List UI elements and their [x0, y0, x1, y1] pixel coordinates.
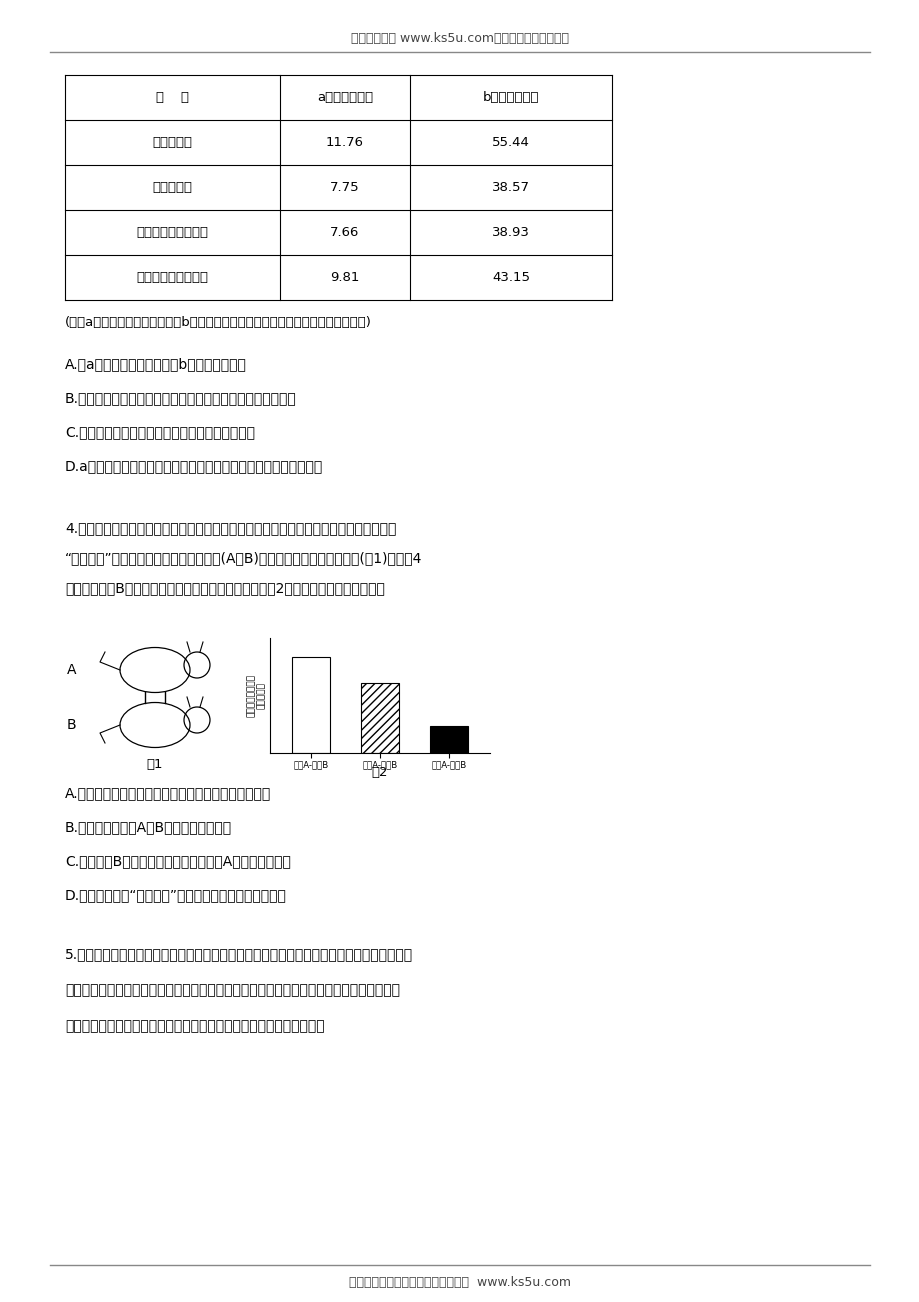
Text: 7.75: 7.75: [330, 181, 359, 194]
Text: B.实验需检测小鼠A和B是否实现血液共享: B.实验需检测小鼠A和B是否实现血液共享: [65, 820, 232, 835]
Text: B.线粒体内、外两层生物膜上均含有多种与有氧呼吸相关的酶: B.线粒体内、外两层生物膜上均含有多种与有氧呼吸相关的酶: [65, 391, 297, 405]
Text: A.应选择两只免疫排斥小或无的小鼠进行异种共生实验: A.应选择两只免疫排斥小或无的小鼠进行异种共生实验: [65, 786, 271, 799]
Bar: [360, 682, 399, 753]
Text: 43.15: 43.15: [492, 271, 529, 284]
Y-axis label: 腹肌卫星细胞数量
（相对值）: 腹肌卫星细胞数量 （相对值）: [246, 674, 266, 717]
Text: 图2: 图2: [371, 767, 388, 780]
Text: A: A: [67, 663, 76, 677]
Text: b酶活性相对值: b酶活性相对值: [482, 91, 539, 104]
Text: 组    别: 组 别: [156, 91, 188, 104]
Text: 5.黄芩苷是从黄芩的干燥根中提取的一种黄酮类化合物，研究表明黄芩苷具有抗肿瘤的作用。: 5.黄芩苷是从黄芩的干燥根中提取的一种黄酮类化合物，研究表明黄芩苷具有抗肿瘤的作…: [65, 947, 413, 961]
Text: 周后取出小鼠B的腹肌，比较卫星细胞的数目，结果如图2所示。下列叙述不正确的是: 周后取出小鼠B的腹肌，比较卫星细胞的数目，结果如图2所示。下列叙述不正确的是: [65, 581, 384, 595]
Text: 55.44: 55.44: [492, 135, 529, 148]
Text: 欢迎广大教师踊跃来稿，稿酬丰厚。  www.ks5u.com: 欢迎广大教师踊跃来稿，稿酬丰厚。 www.ks5u.com: [348, 1276, 571, 1289]
Text: 高考资源网（ www.ks5u.com），您身边的高考专家: 高考资源网（ www.ks5u.com），您身边的高考专家: [351, 31, 568, 44]
Text: 党参提取物中剂量组: 党参提取物中剂量组: [136, 271, 209, 284]
Text: “异种共生”实验手段可制成并体结合小鼠(A、B)，两只小鼠可共享血液循环(图1)，手术4: “异种共生”实验手段可制成并体结合小鼠(A、B)，两只小鼠可共享血液循环(图1)…: [65, 551, 422, 565]
Text: (注：a酶存在于线粒体基质中，b酶存在于线粒体内膜上，二者均与细胞呼吸相关。): (注：a酶存在于线粒体基质中，b酶存在于线粒体内膜上，二者均与细胞呼吸相关。): [65, 315, 371, 328]
Text: a酶活性相对值: a酶活性相对值: [316, 91, 373, 104]
Text: D.a酶能直接降低葡萄糖氧化分解所需活化能，从而使反应速率加快: D.a酶能直接降低葡萄糖氧化分解所需活化能，从而使反应速率加快: [65, 460, 323, 473]
Text: A.与a酶相比，党参提取物对b酶的作用更显著: A.与a酶相比，党参提取物对b酶的作用更显著: [65, 357, 246, 371]
Text: B: B: [67, 717, 76, 732]
Bar: [429, 725, 467, 753]
Text: D.推测可以利用“异种共生”实验手段研究某种激素的作用: D.推测可以利用“异种共生”实验手段研究某种激素的作用: [65, 888, 287, 902]
Text: 正常小鼠组: 正常小鼠组: [153, 135, 192, 148]
Text: 11.76: 11.76: [325, 135, 364, 148]
Text: C.推测年老B鼠血液中的物质可调控年轻A鼠卫星细胞分裂: C.推测年老B鼠血液中的物质可调控年轻A鼠卫星细胞分裂: [65, 854, 290, 868]
Text: 某研究小组为研究黄芩苷对胃癌细胞增殖的影响，用不同浓度的黄芩苷分别处理胃癌细胞不: 某研究小组为研究黄芩苷对胃癌细胞增殖的影响，用不同浓度的黄芩苷分别处理胃癌细胞不: [65, 983, 400, 997]
Text: 同时间后，检测胃癌细胞的增殖程度，结果如下图。下列叙述正确的是: 同时间后，检测胃癌细胞的增殖程度，结果如下图。下列叙述正确的是: [65, 1019, 324, 1032]
Text: 图1: 图1: [147, 759, 163, 772]
Text: 4.已知小鼠的腹肌是由卫星细胞增殖分化形成，年轻小鼠的腹肌重量高于年老小鼠。利用: 4.已知小鼠的腹肌是由卫星细胞增殖分化形成，年轻小鼠的腹肌重量高于年老小鼠。利用: [65, 521, 396, 535]
Text: 7.66: 7.66: [330, 227, 359, 240]
Text: 38.57: 38.57: [492, 181, 529, 194]
Text: 党参提取物低剂量组: 党参提取物低剂量组: [136, 227, 209, 240]
Text: 模型小鼠组: 模型小鼠组: [153, 181, 192, 194]
Bar: [292, 658, 330, 753]
Text: C.本实验中的正常小鼠组和模型小鼠组均为对照组: C.本实验中的正常小鼠组和模型小鼠组均为对照组: [65, 424, 255, 439]
Text: 38.93: 38.93: [492, 227, 529, 240]
Text: 9.81: 9.81: [330, 271, 359, 284]
